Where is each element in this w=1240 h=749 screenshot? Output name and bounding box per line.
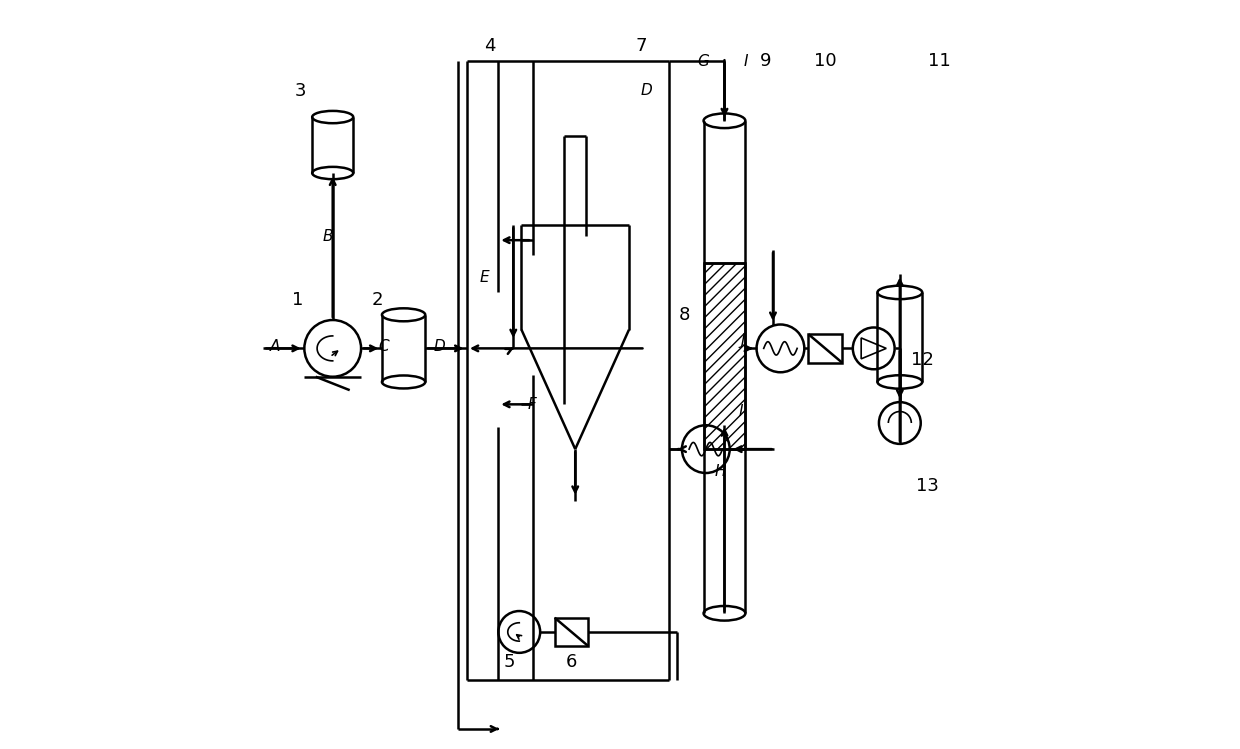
Text: 7: 7	[635, 37, 646, 55]
Text: H: H	[715, 464, 727, 479]
Text: G: G	[698, 54, 709, 69]
Text: E: E	[480, 270, 489, 285]
Text: J: J	[740, 333, 745, 348]
Text: 1: 1	[291, 291, 304, 309]
Text: 3: 3	[295, 82, 306, 100]
Text: C: C	[378, 339, 389, 354]
Ellipse shape	[312, 111, 353, 123]
Text: 2: 2	[372, 291, 383, 309]
Text: 5: 5	[503, 653, 516, 671]
Ellipse shape	[382, 309, 425, 321]
Text: D: D	[434, 339, 445, 354]
Text: 9: 9	[760, 52, 771, 70]
Text: 13: 13	[916, 477, 939, 495]
Text: F: F	[527, 397, 537, 412]
Ellipse shape	[703, 606, 745, 621]
Bar	[703, 263, 745, 449]
Text: 11: 11	[928, 52, 951, 70]
Ellipse shape	[382, 375, 425, 389]
Text: I: I	[739, 404, 743, 419]
Text: 12: 12	[911, 351, 934, 369]
Text: A: A	[270, 339, 280, 354]
Ellipse shape	[878, 375, 923, 389]
Text: I: I	[743, 54, 748, 69]
Ellipse shape	[312, 167, 353, 179]
Text: 10: 10	[813, 52, 837, 70]
Text: D: D	[640, 83, 652, 98]
Text: 8: 8	[680, 306, 691, 324]
Ellipse shape	[878, 285, 923, 299]
Text: B: B	[322, 229, 334, 244]
Text: 4: 4	[484, 37, 495, 55]
Text: 6: 6	[565, 653, 577, 671]
Ellipse shape	[703, 113, 745, 128]
Bar	[554, 618, 588, 646]
Bar	[808, 334, 842, 363]
